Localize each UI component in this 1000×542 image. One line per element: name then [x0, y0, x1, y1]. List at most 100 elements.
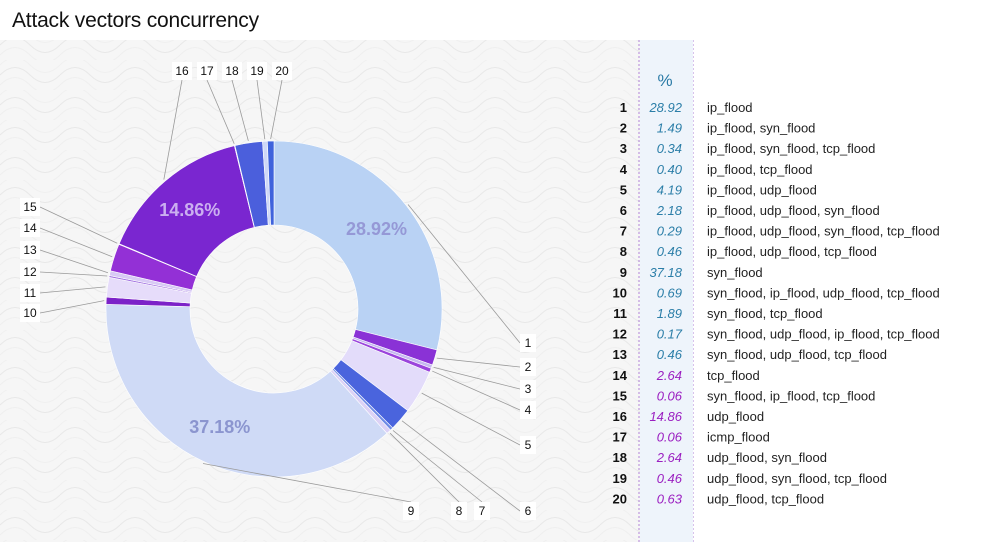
callout-12: 12 — [20, 263, 40, 281]
callout-box-14 — [20, 219, 40, 237]
table-row: 7 0.29 ip_flood, udp_flood, syn_flood, tcp… — [620, 224, 940, 239]
leader-line-10 — [39, 300, 105, 314]
table-row: 4 0.40 ip_flood, tcp_flood — [620, 162, 813, 177]
callout-box-1 — [520, 334, 536, 352]
row-value: 28.92 — [648, 100, 682, 115]
table-row: 14 2.64 tcp_flood — [613, 368, 760, 383]
table-row: 9 37.18 syn_flood — [620, 265, 763, 280]
table-row: 20 0.63 udp_flood, tcp_flood — [613, 491, 825, 506]
row-index: 18 — [613, 450, 627, 465]
row-index: 16 — [613, 409, 627, 424]
row-index: 8 — [620, 244, 627, 259]
table-row: 19 0.46 udp_flood, syn_flood, tcp_flood — [613, 471, 887, 486]
callout-box-11 — [20, 284, 40, 302]
callout-10: 10 — [20, 304, 40, 322]
callout-box-20 — [272, 62, 292, 80]
row-label: ip_flood, syn_flood, tcp_flood — [707, 141, 875, 156]
row-value: 0.46 — [657, 471, 683, 486]
callout-3: 3 — [520, 380, 536, 398]
leader-line-5 — [421, 392, 521, 446]
callout-label-7: 7 — [479, 504, 486, 518]
callout-box-12 — [20, 263, 40, 281]
row-index: 6 — [620, 203, 627, 218]
callout-label-9: 9 — [408, 504, 415, 518]
table-row: 8 0.46 ip_flood, udp_flood, tcp_flood — [620, 244, 877, 259]
row-label: ip_flood, udp_flood, syn_flood — [707, 203, 880, 218]
leader-line-8 — [389, 432, 460, 503]
slice-9 — [105, 304, 388, 478]
leader-line-14 — [39, 227, 113, 258]
callout-1: 1 — [520, 334, 536, 352]
row-value: 0.46 — [657, 347, 683, 362]
callout-box-16 — [172, 62, 192, 80]
callout-13: 13 — [20, 241, 40, 259]
leader-line-3 — [433, 366, 521, 390]
row-label: syn_flood, udp_flood, ip_flood, tcp_floo… — [707, 327, 940, 342]
callout-14: 14 — [20, 219, 40, 237]
row-value: 4.19 — [657, 182, 682, 197]
callout-18: 18 — [222, 62, 242, 80]
row-index: 1 — [620, 100, 627, 115]
callout-16: 16 — [172, 62, 192, 80]
row-value: 2.64 — [656, 450, 682, 465]
row-value: 37.18 — [649, 265, 682, 280]
callout-label-20: 20 — [275, 64, 289, 78]
legend-table: % 1 28.92 ip_flood 2 1.49 ip_flood, syn_flood… — [613, 71, 940, 506]
leader-line-6 — [401, 420, 521, 512]
row-value: 0.17 — [657, 327, 683, 342]
leader-line-16 — [163, 79, 183, 180]
slice-percent-16: 14.86% — [159, 200, 220, 220]
row-label: ip_flood, syn_flood — [707, 121, 815, 136]
leader-line-9 — [202, 463, 412, 503]
row-value: 2.64 — [656, 368, 682, 383]
row-index: 13 — [613, 347, 627, 362]
table-row: 2 1.49 ip_flood, syn_flood — [620, 121, 816, 136]
row-label: tcp_flood — [707, 368, 760, 383]
slice-20 — [267, 140, 275, 226]
row-label: ip_flood, udp_flood, tcp_flood — [707, 244, 877, 259]
callout-box-19 — [247, 62, 267, 80]
callout-box-8 — [451, 502, 467, 520]
row-label: udp_flood — [707, 409, 764, 424]
callout-label-11: 11 — [24, 286, 37, 300]
callout-20: 20 — [272, 62, 292, 80]
row-index: 17 — [613, 430, 627, 445]
row-value: 0.40 — [657, 162, 683, 177]
table-row: 1 28.92 ip_flood — [620, 100, 753, 115]
row-label: ip_flood, udp_flood, syn_flood, tcp_floo… — [707, 224, 940, 239]
callout-label-12: 12 — [23, 265, 37, 279]
leader-line-13 — [39, 249, 109, 274]
callout-label-19: 19 — [250, 64, 264, 78]
row-label: ip_flood, udp_flood — [707, 182, 817, 197]
row-index: 10 — [613, 285, 627, 300]
row-index: 7 — [620, 224, 627, 239]
row-label: udp_flood, syn_flood, tcp_flood — [707, 471, 887, 486]
callout-label-16: 16 — [175, 64, 189, 78]
table-row: 6 2.18 ip_flood, udp_flood, syn_flood — [620, 203, 880, 218]
callout-box-18 — [222, 62, 242, 80]
callout-5: 5 — [520, 436, 536, 454]
row-value: 14.86 — [649, 409, 682, 424]
callout-box-7 — [474, 502, 490, 520]
row-index: 2 — [620, 121, 627, 136]
row-label: syn_flood, tcp_flood — [707, 306, 823, 321]
callout-label-8: 8 — [456, 504, 463, 518]
row-value: 0.06 — [657, 430, 683, 445]
row-value: 2.18 — [656, 203, 683, 218]
callout-box-2 — [520, 358, 536, 376]
callout-box-6 — [520, 502, 536, 520]
table-row: 13 0.46 syn_flood, udp_flood, tcp_flood — [613, 347, 887, 362]
callout-4: 4 — [520, 401, 536, 419]
table-row: 3 0.34 ip_flood, syn_flood, tcp_flood — [620, 141, 876, 156]
row-value: 1.89 — [657, 306, 682, 321]
donut — [105, 140, 443, 478]
callout-box-4 — [520, 401, 536, 419]
callout-label-10: 10 — [23, 306, 37, 320]
leader-line-7 — [392, 430, 483, 503]
row-value: 0.06 — [657, 388, 683, 403]
table-row: 12 0.17 syn_flood, udp_flood, ip_flood, tc… — [613, 327, 940, 342]
row-label: icmp_flood — [707, 430, 770, 445]
row-label: syn_flood, udp_flood, tcp_flood — [707, 347, 887, 362]
row-label: syn_flood, ip_flood, udp_flood, tcp_floo… — [707, 285, 940, 300]
